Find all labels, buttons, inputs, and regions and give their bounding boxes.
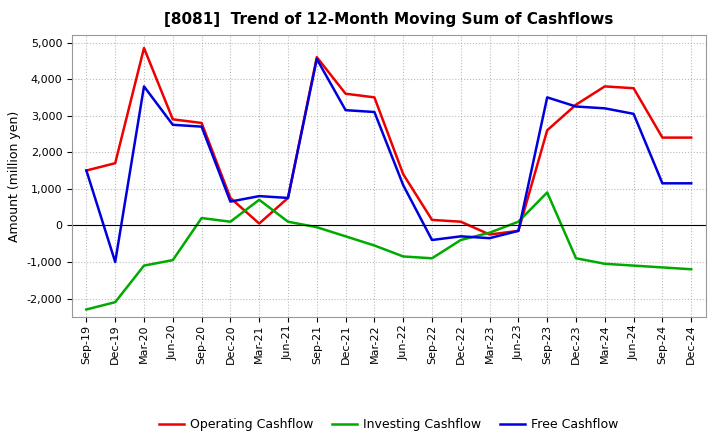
Free Cashflow [341, 107, 350, 113]
Free Cashflow [658, 181, 667, 186]
Free Cashflow [197, 124, 206, 129]
Operating Cashflow [399, 172, 408, 177]
Operating Cashflow [485, 232, 494, 237]
Free Cashflow [168, 122, 177, 128]
Free Cashflow [111, 259, 120, 264]
Investing Cashflow [197, 216, 206, 221]
Operating Cashflow [687, 135, 696, 140]
Investing Cashflow [82, 307, 91, 312]
Investing Cashflow [111, 300, 120, 305]
Free Cashflow [687, 181, 696, 186]
Free Cashflow [370, 110, 379, 115]
Operating Cashflow [629, 86, 638, 91]
Investing Cashflow [600, 261, 609, 266]
Investing Cashflow [370, 243, 379, 248]
Y-axis label: Amount (million yen): Amount (million yen) [8, 110, 21, 242]
Investing Cashflow [543, 190, 552, 195]
Operating Cashflow [284, 195, 292, 201]
Investing Cashflow [572, 256, 580, 261]
Free Cashflow [312, 56, 321, 62]
Operating Cashflow [341, 91, 350, 96]
Line: Investing Cashflow: Investing Cashflow [86, 192, 691, 309]
Operating Cashflow [514, 228, 523, 234]
Free Cashflow [514, 228, 523, 234]
Free Cashflow [284, 195, 292, 201]
Free Cashflow [140, 84, 148, 89]
Investing Cashflow [629, 263, 638, 268]
Free Cashflow [456, 234, 465, 239]
Operating Cashflow [543, 128, 552, 133]
Investing Cashflow [514, 219, 523, 224]
Investing Cashflow [341, 234, 350, 239]
Title: [8081]  Trend of 12-Month Moving Sum of Cashflows: [8081] Trend of 12-Month Moving Sum of C… [164, 12, 613, 27]
Free Cashflow [600, 106, 609, 111]
Free Cashflow [485, 235, 494, 241]
Investing Cashflow [226, 219, 235, 224]
Investing Cashflow [687, 267, 696, 272]
Free Cashflow [428, 237, 436, 242]
Investing Cashflow [658, 265, 667, 270]
Operating Cashflow [456, 219, 465, 224]
Free Cashflow [82, 168, 91, 173]
Operating Cashflow [111, 161, 120, 166]
Investing Cashflow [428, 256, 436, 261]
Operating Cashflow [255, 221, 264, 226]
Investing Cashflow [168, 257, 177, 263]
Investing Cashflow [456, 237, 465, 242]
Free Cashflow [226, 199, 235, 204]
Free Cashflow [399, 183, 408, 188]
Line: Operating Cashflow: Operating Cashflow [86, 48, 691, 235]
Operating Cashflow [168, 117, 177, 122]
Investing Cashflow [255, 197, 264, 202]
Operating Cashflow [140, 45, 148, 51]
Investing Cashflow [140, 263, 148, 268]
Line: Free Cashflow: Free Cashflow [86, 59, 691, 262]
Operating Cashflow [197, 120, 206, 125]
Operating Cashflow [312, 55, 321, 60]
Operating Cashflow [370, 95, 379, 100]
Operating Cashflow [572, 102, 580, 107]
Free Cashflow [629, 111, 638, 117]
Investing Cashflow [485, 230, 494, 235]
Legend: Operating Cashflow, Investing Cashflow, Free Cashflow: Operating Cashflow, Investing Cashflow, … [154, 413, 624, 436]
Free Cashflow [255, 194, 264, 199]
Investing Cashflow [399, 254, 408, 259]
Investing Cashflow [284, 219, 292, 224]
Free Cashflow [572, 104, 580, 109]
Operating Cashflow [82, 168, 91, 173]
Investing Cashflow [312, 224, 321, 230]
Free Cashflow [543, 95, 552, 100]
Operating Cashflow [428, 217, 436, 223]
Operating Cashflow [658, 135, 667, 140]
Operating Cashflow [226, 195, 235, 201]
Operating Cashflow [600, 84, 609, 89]
